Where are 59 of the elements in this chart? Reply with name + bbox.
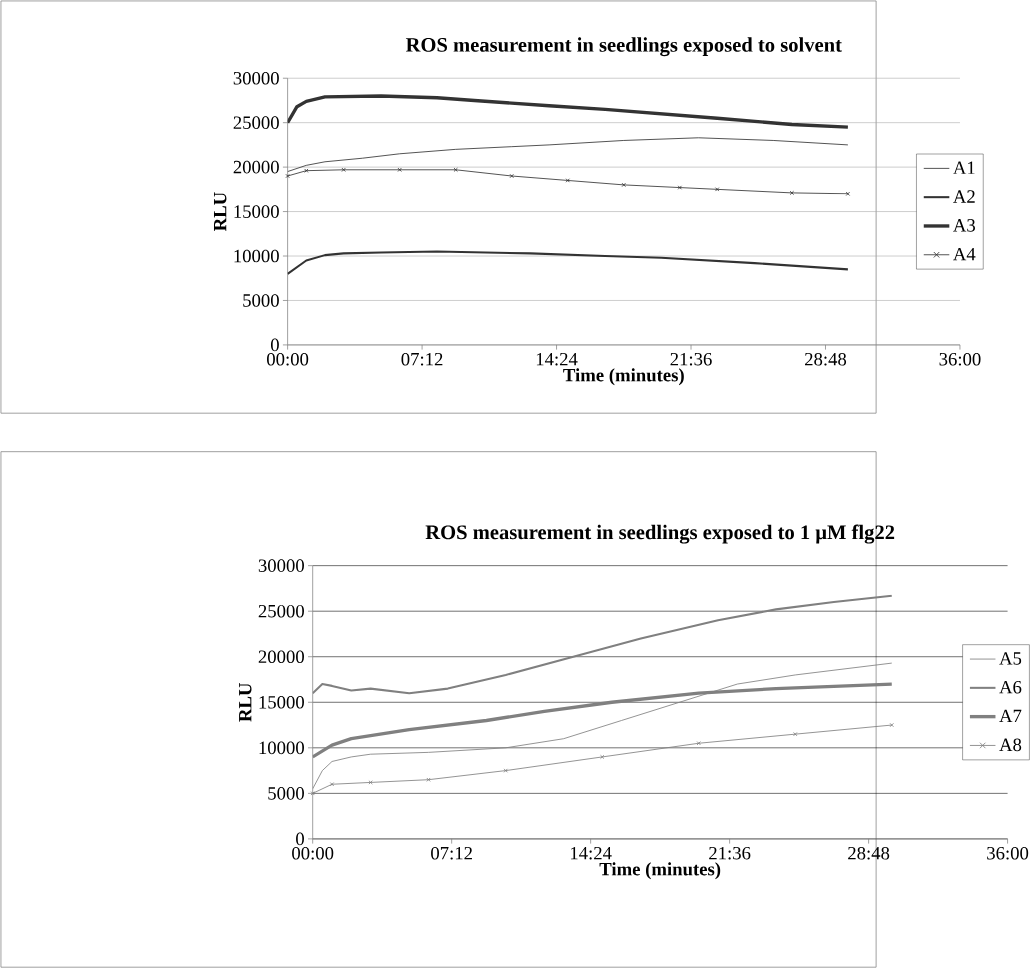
chart-title: ROS measurement in seedlings exposed to solvent bbox=[405, 37, 842, 57]
x-tick-label: 07:12 bbox=[431, 846, 472, 860]
x-tick-label: 28:48 bbox=[805, 352, 847, 366]
line-series bbox=[287, 137, 849, 172]
y-tick-label: 10000 bbox=[234, 249, 279, 263]
legend-label: A2 bbox=[953, 190, 975, 203]
x-axis-title: Time (minutes) bbox=[563, 368, 684, 386]
legend-label: A6 bbox=[999, 680, 1022, 694]
y-tick-label: 30000 bbox=[258, 559, 304, 572]
x-tick-label: 21:36 bbox=[670, 352, 712, 366]
line-series bbox=[287, 250, 849, 275]
x-tick-label: 28:48 bbox=[848, 846, 890, 860]
x-axis-title: Time (minutes) bbox=[599, 862, 721, 880]
x-tick-label: 36:00 bbox=[987, 846, 1029, 860]
point bbox=[304, 168, 309, 173]
legend-label: A4 bbox=[953, 247, 976, 261]
point bbox=[509, 173, 514, 179]
point bbox=[341, 167, 346, 172]
x-tick-label: 14:24 bbox=[536, 352, 578, 366]
y-tick-label: 20000 bbox=[258, 650, 304, 664]
legend-label: A5 bbox=[999, 652, 1022, 665]
y-tick-label: 0 bbox=[296, 832, 304, 846]
point bbox=[677, 185, 682, 190]
legend-label: A8 bbox=[999, 738, 1022, 752]
y-tick-label: 5000 bbox=[268, 787, 304, 800]
legend-label: A3 bbox=[953, 219, 976, 232]
y-tick-label: 15000 bbox=[234, 205, 279, 218]
y-axis-title: RLU bbox=[239, 682, 252, 722]
x-tick-label: 14:24 bbox=[570, 846, 612, 860]
y-tick-label: 20000 bbox=[233, 160, 279, 174]
point bbox=[793, 731, 798, 737]
chart-title: ROS measurement in seedlings exposed to 1 μM flg22 bbox=[425, 524, 895, 544]
point bbox=[368, 780, 373, 785]
point bbox=[565, 178, 570, 183]
y-tick-label: 30000 bbox=[233, 71, 279, 85]
point bbox=[789, 190, 795, 196]
x-tick-label: 00:00 bbox=[267, 352, 309, 366]
x-tick-label: 00:00 bbox=[292, 846, 334, 860]
x-tick-label: 36:00 bbox=[939, 352, 981, 366]
point bbox=[503, 768, 508, 773]
point bbox=[329, 782, 335, 787]
y-tick-label: 5000 bbox=[243, 294, 279, 307]
x-tick-label: 07:12 bbox=[401, 352, 443, 366]
point bbox=[426, 777, 431, 782]
legend-label: A7 bbox=[999, 709, 1022, 723]
point bbox=[696, 741, 701, 746]
x-tick-label: 21:36 bbox=[709, 846, 751, 860]
y-tick-label: 25000 bbox=[233, 116, 279, 129]
y-tick-label: 0 bbox=[270, 338, 279, 352]
legend-label: A1 bbox=[953, 161, 975, 174]
y-tick-label: 25000 bbox=[258, 604, 304, 618]
point bbox=[621, 182, 626, 188]
point bbox=[397, 167, 402, 172]
y-tick-label: 10000 bbox=[259, 741, 304, 755]
y-axis-title: RLU bbox=[213, 192, 227, 231]
point bbox=[715, 187, 720, 192]
y-tick-label: 15000 bbox=[259, 695, 304, 709]
point bbox=[600, 754, 605, 760]
point bbox=[453, 167, 458, 172]
